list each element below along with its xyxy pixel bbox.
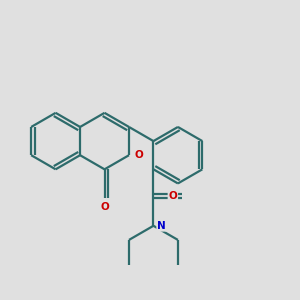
Text: O: O: [100, 202, 109, 212]
Text: O: O: [169, 191, 177, 201]
Text: O: O: [134, 150, 143, 160]
Text: N: N: [157, 221, 166, 231]
